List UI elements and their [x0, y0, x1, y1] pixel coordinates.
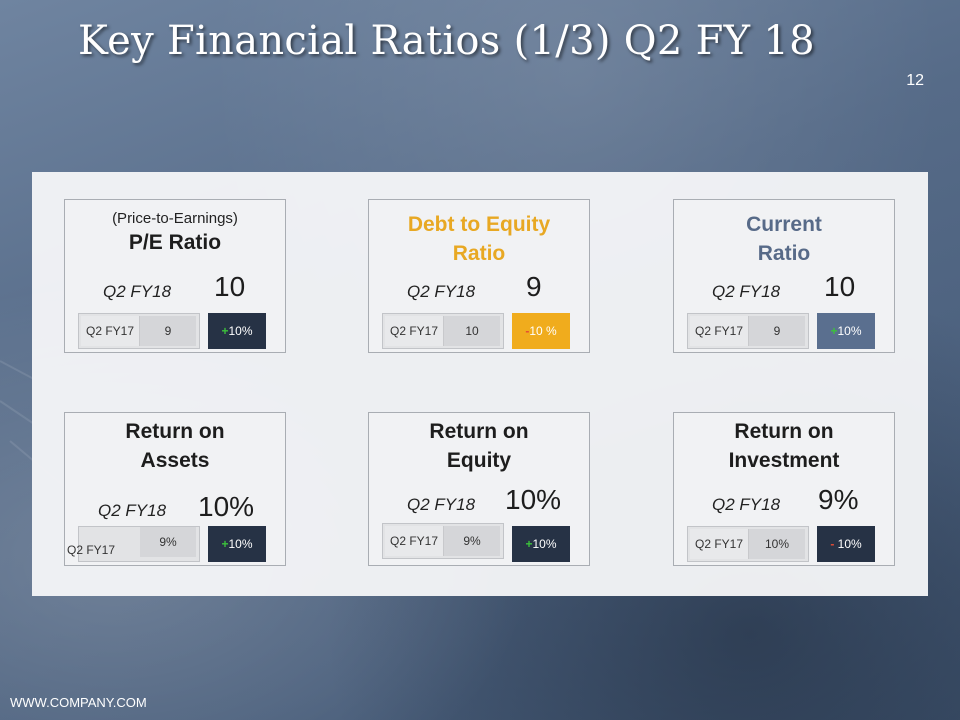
return-on-investment-card: Return on Investment Q2 FY18 9% Q2 FY17 …	[673, 412, 895, 566]
current-ratio-card: Current Ratio Q2 FY18 10 Q2 FY17 9 +10%	[673, 199, 895, 353]
change-badge: +10%	[208, 313, 266, 349]
card-title: Debt to Equity Ratio	[407, 213, 551, 265]
previous-period-label: Q2 FY17	[690, 529, 749, 559]
previous-period-box: Q2 FY17 9%	[382, 523, 504, 559]
previous-period-box: Q2 FY17 10%	[687, 526, 809, 562]
change-value: 10%	[532, 537, 557, 551]
change-value: 10%	[837, 324, 862, 338]
previous-value: 10%	[749, 529, 805, 559]
change-sign: +	[221, 537, 229, 551]
change-badge: - 10%	[817, 526, 875, 562]
previous-value: 9	[140, 316, 196, 346]
previous-period-box: Q2 FY17 9	[78, 313, 200, 349]
card-header: Debt to Equity Ratio	[369, 210, 589, 268]
return-on-assets-card: Return on Assets Q2 FY18 10% 9% Q2 FY17 …	[64, 412, 286, 566]
change-value: 10%	[228, 537, 253, 551]
previous-period-label: Q2 FY17	[385, 526, 444, 556]
previous-value: 9%	[444, 526, 500, 556]
current-value: 10%	[198, 491, 255, 522]
card-header: Return on Equity	[369, 417, 589, 475]
card-subtitle: (Price-to-Earnings)	[112, 210, 238, 227]
current-value: 9	[526, 271, 542, 302]
ratios-panel: (Price-to-Earnings) P/E Ratio Q2 FY18 10…	[32, 172, 928, 596]
change-sign: +	[830, 324, 838, 338]
change-sign: -	[830, 537, 835, 551]
footer-url: WWW.COMPANY.COM	[10, 695, 147, 710]
debt-to-equity-card: Debt to Equity Ratio Q2 FY18 9 Q2 FY17 1…	[368, 199, 590, 353]
current-value: 10%	[505, 484, 562, 515]
previous-period-label: Q2 FY17	[67, 543, 116, 557]
change-sign: -	[525, 324, 530, 338]
previous-period-box: Q2 FY17 10	[382, 313, 504, 349]
current-period-label: Q2 FY18	[407, 495, 476, 514]
change-sign: +	[525, 537, 533, 551]
current-value: 10	[214, 271, 246, 302]
card-title: Return on Assets	[125, 420, 225, 472]
change-badge: +10%	[208, 526, 266, 562]
change-sign: +	[221, 324, 229, 338]
card-header: Current Ratio	[674, 210, 894, 268]
return-on-equity-card: Return on Equity Q2 FY18 10% Q2 FY17 9% …	[368, 412, 590, 566]
card-title: P/E Ratio	[128, 231, 222, 254]
pe-ratio-card: (Price-to-Earnings) P/E Ratio Q2 FY18 10…	[64, 199, 286, 353]
current-period-label: Q2 FY18	[407, 282, 476, 301]
current-period-label: Q2 FY18	[103, 282, 172, 301]
slide-title: Key Financial Ratios (1/3) Q2 FY 18	[78, 18, 815, 64]
previous-period-label: Q2 FY17	[81, 316, 140, 346]
card-header: (Price-to-Earnings) P/E Ratio	[65, 210, 285, 257]
previous-value: 9	[749, 316, 805, 346]
current-period-label: Q2 FY18	[712, 282, 781, 301]
previous-value: 9%	[140, 527, 196, 557]
change-value: 10%	[228, 324, 253, 338]
current-period-label: Q2 FY18	[98, 501, 167, 520]
previous-value: 10	[444, 316, 500, 346]
card-title: Return on Investment	[728, 420, 840, 472]
change-value: 10 %	[529, 324, 557, 338]
change-badge: +10%	[512, 526, 570, 562]
current-period-label: Q2 FY18	[712, 495, 781, 514]
change-badge: +10%	[817, 313, 875, 349]
current-value: 10	[824, 271, 856, 302]
card-header: Return on Assets	[65, 417, 285, 475]
page-number: 12	[906, 72, 924, 89]
previous-period-label: Q2 FY17	[385, 316, 444, 346]
previous-period-label: Q2 FY17	[690, 316, 749, 346]
change-value: 10%	[834, 537, 862, 551]
previous-period-box: 9%	[78, 526, 200, 562]
current-value: 9%	[818, 484, 859, 515]
card-title: Current Ratio	[746, 213, 822, 265]
previous-period-box: Q2 FY17 9	[687, 313, 809, 349]
change-badge: -10 %	[512, 313, 570, 349]
card-title: Return on Equity	[429, 420, 529, 472]
card-header: Return on Investment	[674, 417, 894, 475]
